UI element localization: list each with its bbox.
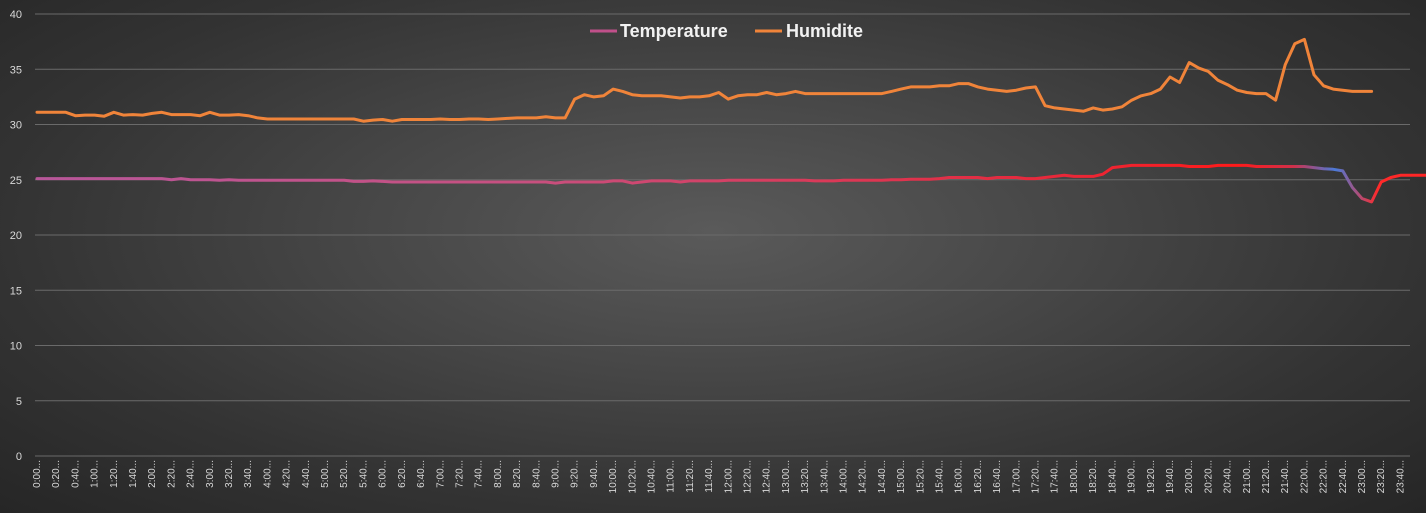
x-tick-label: 6:20... xyxy=(397,460,408,488)
y-tick-label: 25 xyxy=(10,175,22,187)
y-tick-label: 10 xyxy=(10,341,22,353)
x-tick-label: 0:00... xyxy=(32,460,43,488)
x-tick-label: 20:40... xyxy=(1223,460,1234,493)
x-tick-label: 5:00... xyxy=(320,460,331,488)
x-tick-label: 19:40... xyxy=(1165,460,1176,493)
x-tick-label: 18:20... xyxy=(1088,460,1099,493)
x-tick-label: 21:40... xyxy=(1280,460,1291,493)
x-tick-label: 12:00... xyxy=(723,460,734,493)
x-tick-label: 3:20... xyxy=(224,460,235,488)
x-tick-label: 1:20... xyxy=(109,460,120,488)
x-tick-label: 10:00... xyxy=(608,460,619,493)
x-tick-label: 10:20... xyxy=(627,460,638,493)
x-tick-label: 7:20... xyxy=(455,460,466,488)
x-tick-label: 0:40... xyxy=(70,460,81,488)
x-tick-label: 2:00... xyxy=(147,460,158,488)
x-tick-label: 10:40... xyxy=(647,460,658,493)
x-tick-label: 8:00... xyxy=(493,460,504,488)
x-tick-label: 5:40... xyxy=(358,460,369,488)
x-tick-label: 17:20... xyxy=(1031,460,1042,493)
x-tick-label: 15:20... xyxy=(915,460,926,493)
y-tick-label: 0 xyxy=(16,451,22,463)
x-tick-label: 17:40... xyxy=(1050,460,1061,493)
x-tick-label: 9:00... xyxy=(551,460,562,488)
x-tick-label: 1:00... xyxy=(90,460,101,488)
x-tick-label: 9:40... xyxy=(589,460,600,488)
x-tick-label: 11:20... xyxy=(685,460,696,493)
x-tick-label: 15:00... xyxy=(896,460,907,493)
legend-label-humidite: Humidite xyxy=(786,21,863,41)
x-tick-label: 7:00... xyxy=(435,460,446,488)
x-tick-label: 6:00... xyxy=(378,460,389,488)
x-tick-label: 23:20... xyxy=(1376,460,1387,493)
series-line-humidite xyxy=(35,37,1374,123)
x-tick-label: 14:00... xyxy=(839,460,850,493)
x-tick-label: 20:00... xyxy=(1184,460,1195,493)
x-tick-label: 6:40... xyxy=(416,460,427,488)
y-tick-label: 5 xyxy=(16,396,22,408)
x-tick-label: 22:20... xyxy=(1319,460,1330,493)
y-tick-label: 20 xyxy=(10,230,22,242)
x-tick-label: 16:20... xyxy=(973,460,984,493)
x-tick-label: 21:00... xyxy=(1242,460,1253,493)
x-tick-label: 7:40... xyxy=(474,460,485,488)
x-axis-tick-labels: 0:00... 0:20... 0:40... 1:00... 1:20... 1:40.… xyxy=(32,460,1406,493)
x-tick-label: 12:20... xyxy=(743,460,754,493)
legend: Temperature Humidite xyxy=(590,21,863,41)
x-tick-label: 12:40... xyxy=(762,460,773,493)
x-tick-label: 13:00... xyxy=(781,460,792,493)
y-axis-tick-labels: 0 5 10 15 20 25 30 35 40 xyxy=(10,9,22,463)
y-tick-label: 35 xyxy=(10,64,22,76)
x-tick-label: 21:20... xyxy=(1261,460,1272,493)
x-tick-label: 22:00... xyxy=(1299,460,1310,493)
x-tick-label: 4:20... xyxy=(282,460,293,488)
x-tick-label: 4:00... xyxy=(262,460,273,488)
x-tick-label: 14:20... xyxy=(858,460,869,493)
x-tick-label: 13:40... xyxy=(819,460,830,493)
x-tick-label: 18:40... xyxy=(1107,460,1118,493)
gridlines xyxy=(35,13,1410,457)
y-tick-label: 30 xyxy=(10,120,22,132)
x-tick-label: 3:40... xyxy=(243,460,254,488)
x-tick-label: 15:40... xyxy=(935,460,946,493)
x-tick-label: 11:00... xyxy=(666,460,677,493)
x-tick-label: 22:40... xyxy=(1338,460,1349,493)
x-tick-label: 4:40... xyxy=(301,460,312,488)
x-tick-label: 23:00... xyxy=(1357,460,1368,493)
x-tick-label: 16:00... xyxy=(954,460,965,493)
series-line-temperature xyxy=(35,163,1426,204)
x-tick-label: 3:00... xyxy=(205,460,216,488)
y-tick-label: 40 xyxy=(10,9,22,21)
x-tick-label: 9:20... xyxy=(570,460,581,488)
x-tick-label: 19:00... xyxy=(1127,460,1138,493)
x-tick-label: 18:00... xyxy=(1069,460,1080,493)
x-tick-label: 20:20... xyxy=(1203,460,1214,493)
x-tick-label: 17:00... xyxy=(1011,460,1022,493)
x-tick-label: 13:20... xyxy=(800,460,811,493)
x-tick-label: 11:40... xyxy=(704,460,715,493)
x-tick-label: 1:40... xyxy=(128,460,139,488)
x-tick-label: 19:20... xyxy=(1146,460,1157,493)
y-tick-label: 15 xyxy=(10,285,22,297)
x-tick-label: 0:20... xyxy=(51,460,62,488)
x-tick-label: 8:20... xyxy=(512,460,523,488)
x-tick-label: 2:40... xyxy=(186,460,197,488)
x-tick-label: 16:40... xyxy=(992,460,1003,493)
series-lines xyxy=(35,37,1426,204)
x-tick-label: 8:40... xyxy=(531,460,542,488)
x-tick-label: 23:40... xyxy=(1395,460,1406,493)
x-tick-label: 14:40... xyxy=(877,460,888,493)
x-tick-label: 5:20... xyxy=(339,460,350,488)
x-tick-label: 2:20... xyxy=(166,460,177,488)
legend-label-temperature: Temperature xyxy=(620,21,728,41)
